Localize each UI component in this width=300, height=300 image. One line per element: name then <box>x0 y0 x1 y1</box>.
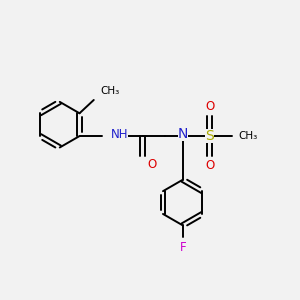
Text: F: F <box>179 241 186 254</box>
Text: O: O <box>205 100 214 112</box>
Text: O: O <box>205 160 214 172</box>
Text: CH₃: CH₃ <box>239 131 258 141</box>
Text: NH: NH <box>111 128 128 141</box>
Text: O: O <box>147 158 157 171</box>
Text: CH₃: CH₃ <box>101 86 120 96</box>
Text: N: N <box>178 128 188 142</box>
Text: S: S <box>205 129 214 143</box>
